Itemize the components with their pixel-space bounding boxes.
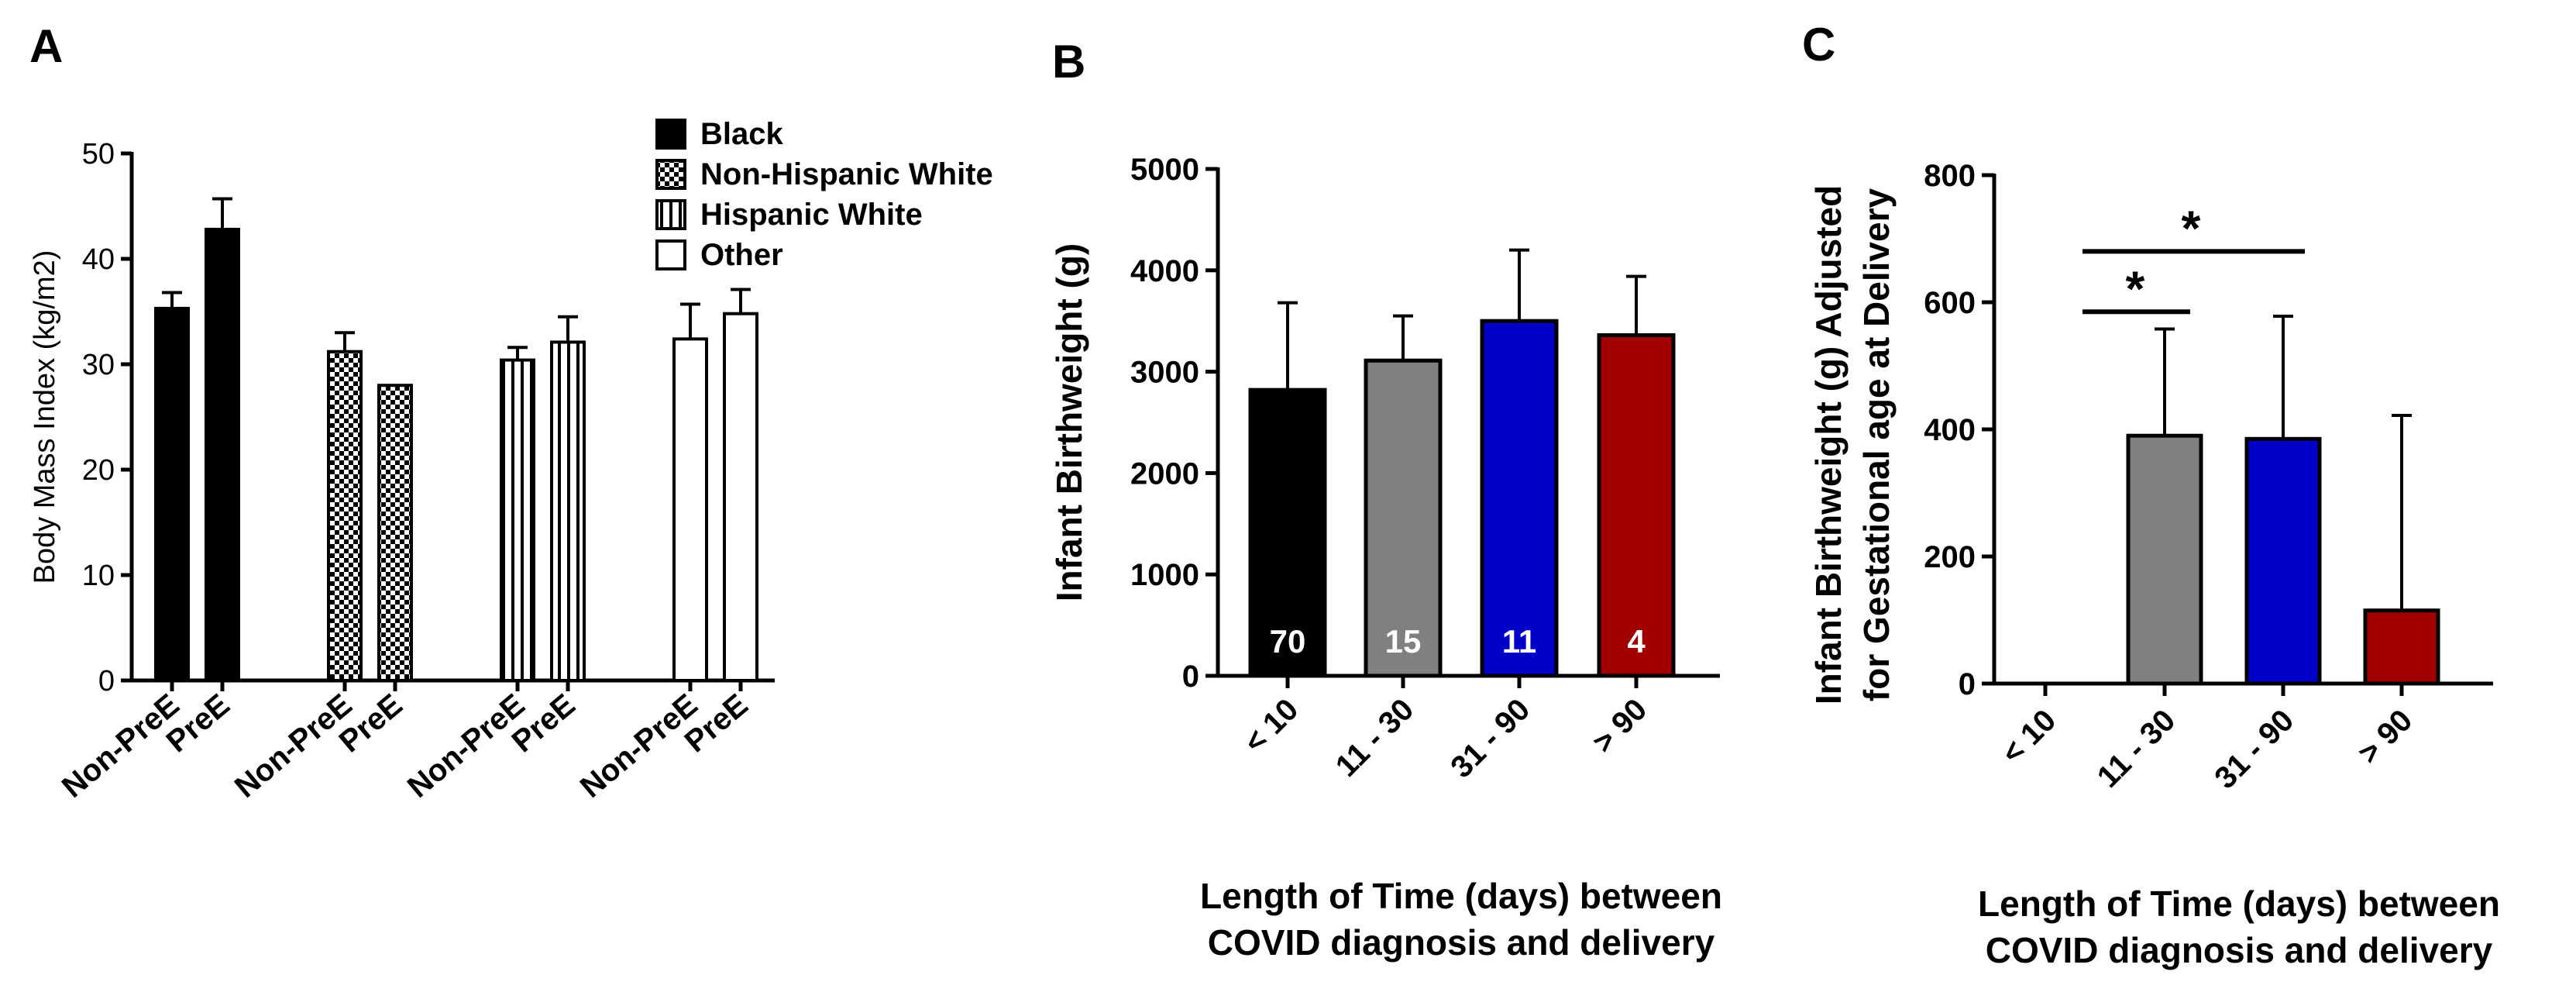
legend-swatch-a <box>655 239 686 270</box>
bar-b-1 <box>1364 358 1443 678</box>
y-tick-label-b: 0 <box>1182 660 1199 694</box>
bar-b-2 <box>1480 319 1559 678</box>
x-tick-label-c: 11 - 30 <box>2091 703 2182 794</box>
y-tick-label-a: 40 <box>82 243 115 276</box>
bar-a-2-0 <box>500 358 535 682</box>
legend-swatch-a <box>655 159 686 190</box>
y-tick-label-c: 400 <box>1924 413 1976 447</box>
bar-b-3 <box>1597 333 1676 678</box>
legend-swatch-a <box>655 199 686 230</box>
y-tick-label-c: 200 <box>1924 540 1976 574</box>
significance-star-c: * <box>2126 260 2145 316</box>
y-axis-title-b: Infant Birthweight (g) <box>1049 243 1089 601</box>
legend-label-a: Hispanic White <box>700 198 923 232</box>
x-tick-label-c: < 10 <box>1995 703 2062 770</box>
bar-c-1 <box>2126 433 2203 686</box>
y-tick-label-b: 3000 <box>1130 356 1199 390</box>
x-axis-title-c-line1: Length of Time (days) between <box>1978 884 2500 924</box>
x-tick-label-b: < 10 <box>1237 692 1305 760</box>
panel-a: A Body Mass Index (kg/m2) 0 10 20 30 40 50 Non-P… <box>29 20 993 804</box>
x-tick-label-b: 11 - 30 <box>1329 692 1421 784</box>
y-tick-label-a: 50 <box>82 138 115 171</box>
legend-swatch-a <box>655 119 686 150</box>
y-axis-title-c-line2: for Gestational age at Delivery <box>1856 188 1897 702</box>
y-tick-label-c: 600 <box>1924 286 1976 320</box>
x-tick-label-a: Non-PreE <box>574 687 704 804</box>
y-tick-label-a: 30 <box>82 349 115 381</box>
y-tick-label-b: 4000 <box>1130 254 1199 288</box>
n-label-b: 4 <box>1627 623 1646 660</box>
bar-a-3-1 <box>723 312 758 682</box>
panel-label-b: B <box>1052 36 1085 88</box>
panel-label-c: C <box>1802 19 1835 71</box>
bar-a-1-1 <box>377 384 413 682</box>
n-label-b: 15 <box>1385 623 1422 660</box>
bar-c-3 <box>2363 608 2440 686</box>
y-tick-label-a: 0 <box>98 665 115 698</box>
y-tick-label-b: 5000 <box>1130 153 1199 187</box>
bar-a-3-0 <box>672 337 708 682</box>
significance-star-c: * <box>2182 200 2201 256</box>
x-axis-title-b-line1: Length of Time (days) between <box>1200 876 1722 916</box>
panel-c: C Infant Birthweight (g) Adjusted for Gest… <box>1802 19 2500 970</box>
x-axis-title-c-line2: COVID diagnosis and delivery <box>1986 930 2493 970</box>
bar-a-1-0 <box>327 350 363 682</box>
y-tick-label-a: 20 <box>82 454 115 487</box>
bar-c-2 <box>2244 436 2322 686</box>
y-tick-label-c: 800 <box>1924 159 1976 193</box>
x-tick-label-c: 31 - 90 <box>2208 703 2300 795</box>
x-tick-label-b: 31 - 90 <box>1444 692 1536 784</box>
bar-a-0-0 <box>154 306 190 682</box>
legend-label-a: Other <box>700 238 783 272</box>
x-tick-label-a: Non-PreE <box>401 687 531 804</box>
y-tick-label-a: 10 <box>82 560 115 592</box>
y-tick-label-c: 0 <box>1959 667 1976 701</box>
x-tick-label-b: > 90 <box>1586 692 1653 760</box>
y-axis-title-c-line1: Infant Birthweight (g) Adjusted <box>1808 185 1849 704</box>
x-tick-label-c: > 90 <box>2351 703 2419 770</box>
y-tick-label-b: 1000 <box>1130 558 1199 592</box>
panel-label-a: A <box>29 20 63 72</box>
y-axis-title-a: Body Mass Index (kg/m2) <box>29 250 61 584</box>
bar-a-2-1 <box>550 340 586 682</box>
n-label-b: 70 <box>1270 623 1306 660</box>
x-tick-label-a: Non-PreE <box>229 687 359 804</box>
legend-label-a: Non-Hispanic White <box>700 157 993 191</box>
y-tick-label-b: 2000 <box>1130 456 1199 491</box>
x-axis-title-b-line2: COVID diagnosis and delivery <box>1208 922 1715 963</box>
bar-a-0-1 <box>205 227 240 683</box>
legend-label-a: Black <box>700 117 783 151</box>
panel-b: B Infant Birthweight (g) 0 1000 2000 3000 4000… <box>1049 36 1722 963</box>
x-tick-label-a: Non-PreE <box>56 687 186 804</box>
n-label-b: 11 <box>1502 623 1536 660</box>
